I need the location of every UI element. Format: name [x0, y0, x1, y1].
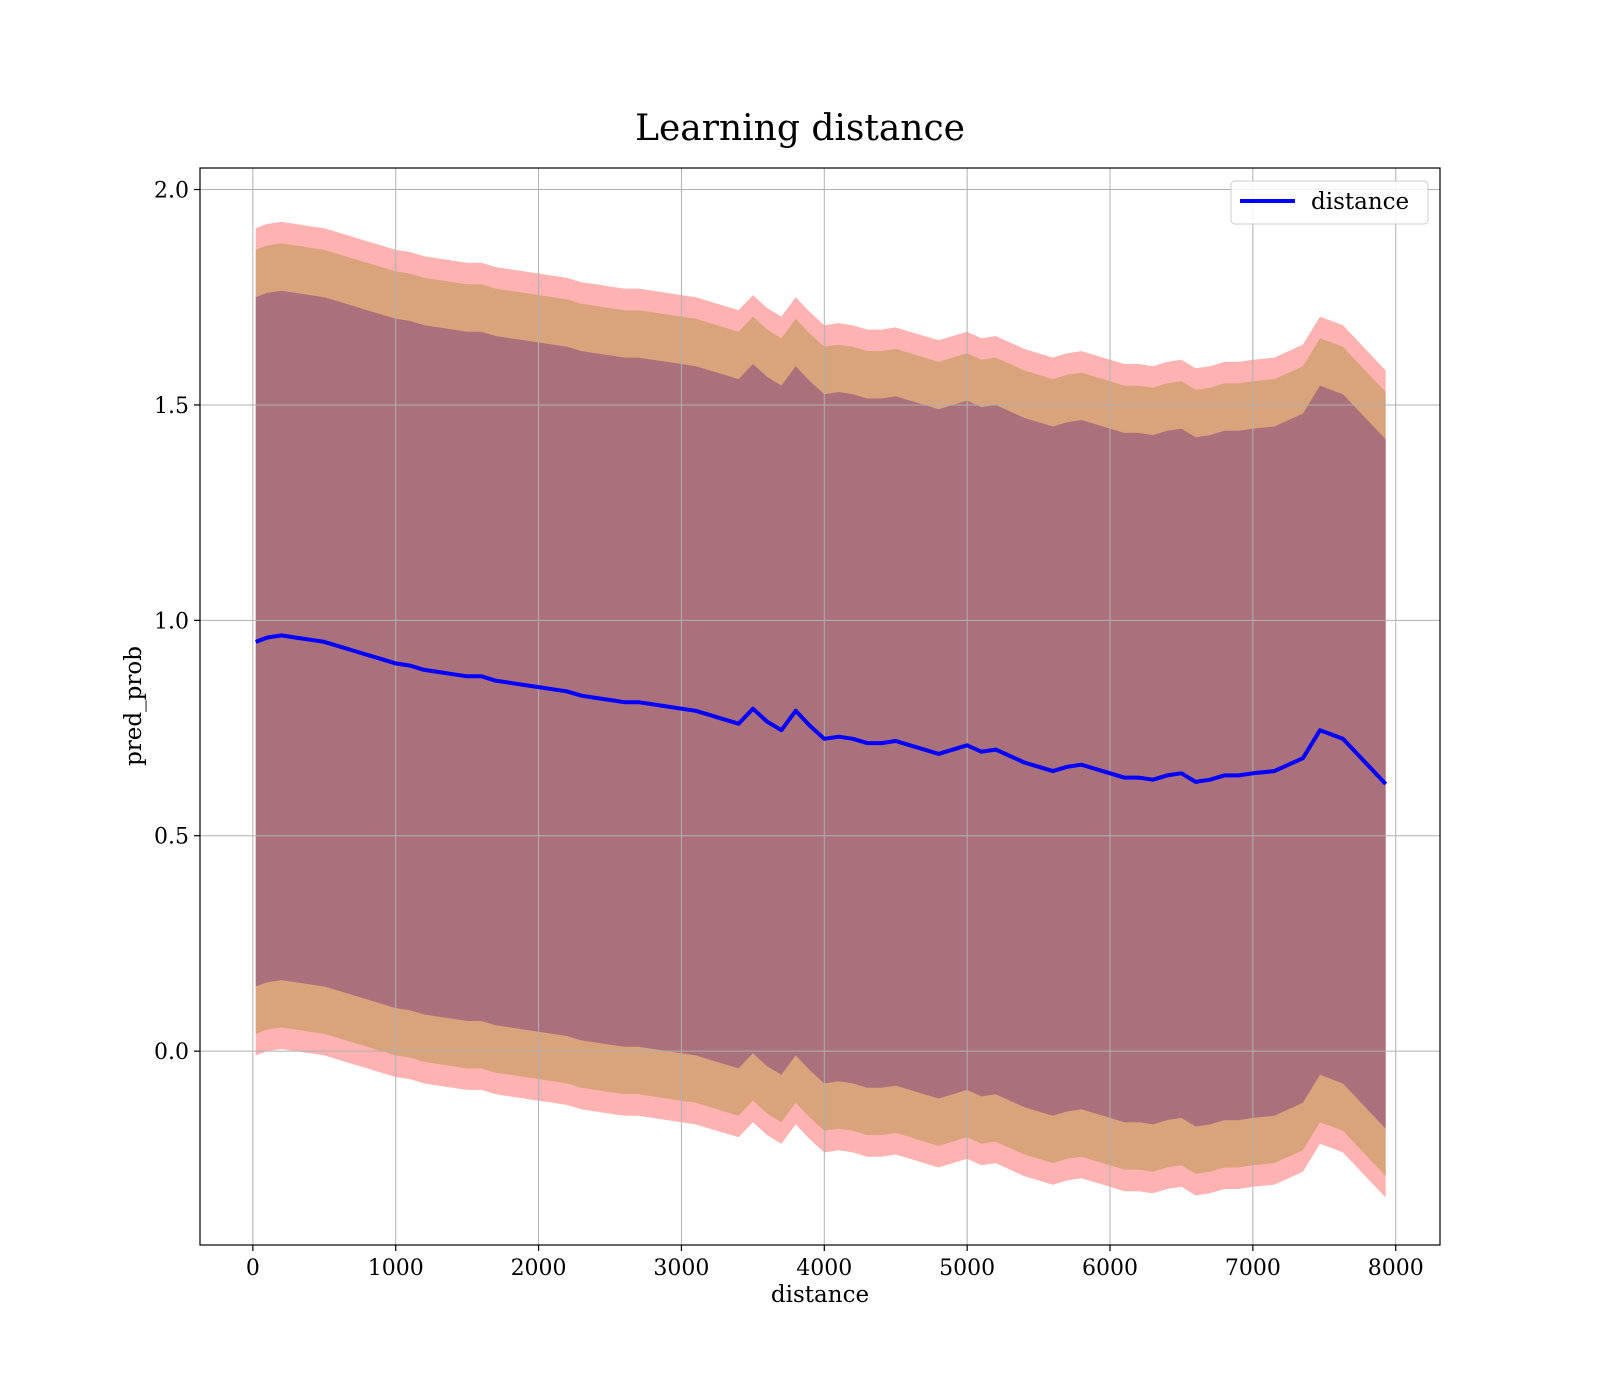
y-tick-label: 1.0 — [154, 609, 189, 634]
x-tick-label: 2000 — [511, 1256, 567, 1281]
plot-background — [200, 168, 1440, 1245]
legend: distance — [1230, 180, 1429, 225]
x-tick-label: 1000 — [368, 1256, 424, 1281]
axis-ticks: 0 1000 2000 3000 4000 5000 6000 7000 8000 0.0 0.5 1… — [154, 179, 1424, 1281]
y-tick-label: 0.5 — [154, 825, 189, 850]
plot-frame — [199, 167, 1441, 1246]
plot-area: 0 1000 2000 3000 4000 5000 6000 7000 8000 0.0 0.5 1… — [154, 167, 1441, 1281]
x-tick-label: 4000 — [796, 1256, 852, 1281]
chart-title: Learning distance — [635, 108, 965, 149]
legend-box — [1230, 180, 1429, 225]
x-tick-label: 3000 — [653, 1256, 709, 1281]
x-tick-label: 0 — [246, 1256, 260, 1281]
x-tick-label: 6000 — [1082, 1256, 1138, 1281]
series-lines — [254, 633, 1388, 786]
legend-label-distance: distance — [1311, 189, 1409, 215]
series-line-distance — [254, 633, 1388, 786]
y-tick-label: 2.0 — [154, 179, 189, 204]
x-tick-label: 8000 — [1368, 1256, 1424, 1281]
x-axis-label: distance — [771, 1282, 869, 1308]
y-tick-label: 0.0 — [154, 1040, 189, 1065]
grid-lines — [200, 168, 1440, 1245]
y-tick-label: 1.5 — [154, 394, 189, 419]
y-axis-label: pred_prob — [121, 646, 147, 766]
x-tick-label: 7000 — [1225, 1256, 1281, 1281]
x-tick-label: 5000 — [939, 1256, 995, 1281]
